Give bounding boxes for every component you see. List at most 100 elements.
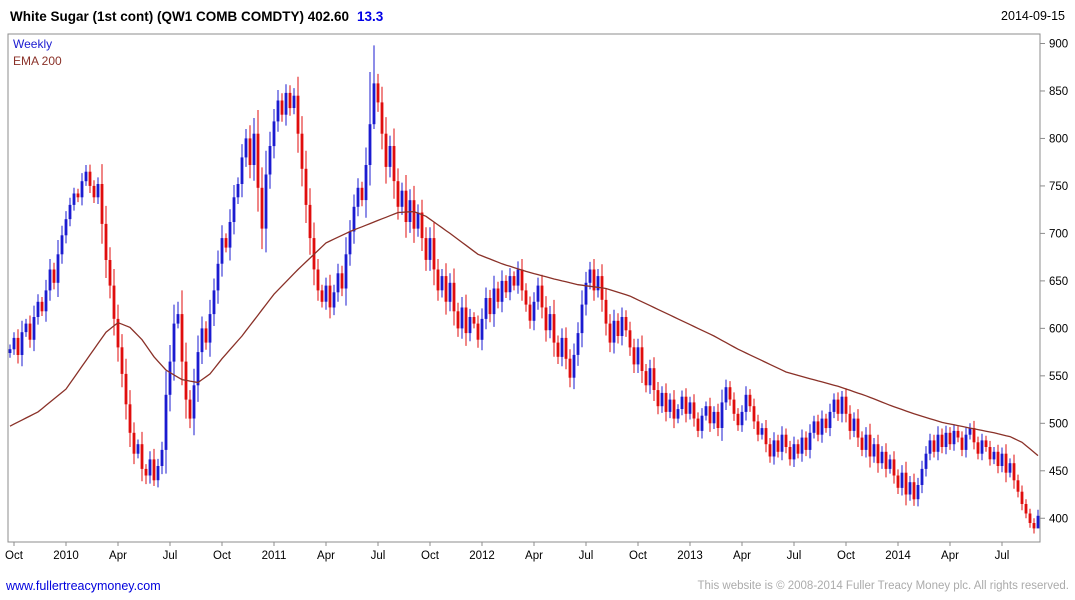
candle-body — [76, 193, 80, 198]
chart-legend: Weekly EMA 200 — [13, 36, 62, 70]
candle-body — [96, 184, 100, 198]
candle-body — [648, 368, 652, 386]
candle-body — [592, 269, 596, 291]
candle-body — [376, 83, 380, 103]
candle-body — [820, 418, 824, 435]
candle-body — [692, 402, 696, 419]
candle-body — [696, 418, 700, 431]
candle-body — [964, 434, 968, 450]
candle-body — [1024, 504, 1028, 514]
candle-body — [192, 385, 196, 419]
candle-body — [928, 440, 932, 454]
candle-body — [752, 406, 756, 422]
plot-frame — [7, 33, 1041, 543]
candle-body — [660, 392, 664, 407]
candle-body — [548, 314, 552, 331]
candle-body — [400, 190, 404, 207]
candle-body — [204, 328, 208, 343]
candle-body — [168, 361, 172, 395]
y-tick-label: 650 — [1049, 276, 1068, 288]
candle-body — [900, 472, 904, 488]
candle-body — [584, 282, 588, 305]
candle-body — [472, 317, 476, 324]
candle-body — [468, 317, 472, 334]
x-tick-label: 2010 — [53, 550, 79, 562]
candle-body — [16, 337, 20, 355]
candle-body — [988, 447, 992, 460]
candle-body — [380, 102, 384, 134]
candle-body — [756, 421, 760, 435]
candle-body — [924, 453, 928, 469]
candle-body — [224, 238, 228, 248]
candle-body — [572, 354, 576, 378]
candle-body — [748, 394, 752, 407]
candle-body — [700, 415, 704, 431]
candle-body — [476, 323, 480, 340]
candle-body — [864, 434, 868, 450]
candle-body — [708, 406, 712, 424]
candle-body — [284, 92, 288, 115]
candle-body — [832, 399, 836, 412]
candle-body — [296, 95, 300, 134]
x-tick-label: Apr — [317, 550, 335, 562]
candle-body — [940, 434, 944, 447]
candle-body — [112, 285, 116, 319]
price-chart[interactable]: 400 450 500 550 600 650 700 750 800 850 900 Oct 2010… — [0, 28, 1075, 572]
candle-body — [792, 444, 796, 460]
x-tick-label: Oct — [421, 550, 440, 562]
candle-body — [484, 298, 488, 319]
candle-body — [320, 290, 324, 302]
candle-body — [1036, 515, 1040, 529]
candle-body — [712, 411, 716, 424]
candle-body — [396, 181, 400, 207]
candle-body — [804, 437, 808, 450]
candle-body — [896, 475, 900, 488]
candle-body — [368, 124, 372, 165]
copyright-text: This website is © 2008-2014 Fuller Treac… — [697, 580, 1069, 592]
candle-body — [240, 157, 244, 184]
candle-body — [220, 238, 224, 264]
candle-body — [1028, 513, 1032, 523]
candle-body — [612, 320, 616, 343]
candle-body — [448, 282, 452, 302]
x-tick-label: Oct — [213, 550, 232, 562]
candle-body — [260, 187, 264, 229]
candle-body — [720, 402, 724, 428]
candle-body — [560, 337, 564, 357]
candle-body — [40, 301, 44, 312]
candle-body — [656, 390, 660, 407]
candle-body — [212, 290, 216, 315]
candle-body — [196, 352, 200, 386]
candle-body — [208, 314, 212, 343]
site-link[interactable]: www.fullertreacymoney.com — [6, 579, 161, 593]
candle-body — [108, 260, 112, 286]
candle-body — [844, 396, 848, 414]
candle-body — [716, 411, 720, 428]
candle-body — [432, 238, 436, 270]
candle-body — [836, 399, 840, 414]
candle-body — [956, 430, 960, 438]
candle-body — [28, 323, 32, 340]
candle-body — [992, 451, 996, 460]
candle-body — [12, 337, 16, 350]
candle-body — [248, 138, 252, 165]
candle-body — [124, 373, 128, 405]
candlestick-chart[interactable]: 400 450 500 550 600 650 700 750 800 850 900 Oct 2010… — [0, 28, 1075, 572]
candle-body — [364, 165, 368, 201]
candle-body — [632, 347, 636, 365]
candle-body — [304, 168, 308, 205]
y-tick-label: 850 — [1049, 86, 1068, 98]
candle-body — [904, 472, 908, 495]
candle-body — [328, 285, 332, 308]
candle-body — [480, 318, 484, 340]
candle-body — [884, 451, 888, 469]
y-tick-label: 700 — [1049, 228, 1068, 240]
candle-body — [44, 290, 48, 312]
candle-body — [676, 409, 680, 419]
candle-body — [876, 444, 880, 464]
x-tick-label: Apr — [941, 550, 959, 562]
candle-body — [416, 212, 420, 229]
candle-body — [960, 437, 964, 450]
candle-body — [980, 440, 984, 454]
candle-body — [772, 440, 776, 457]
